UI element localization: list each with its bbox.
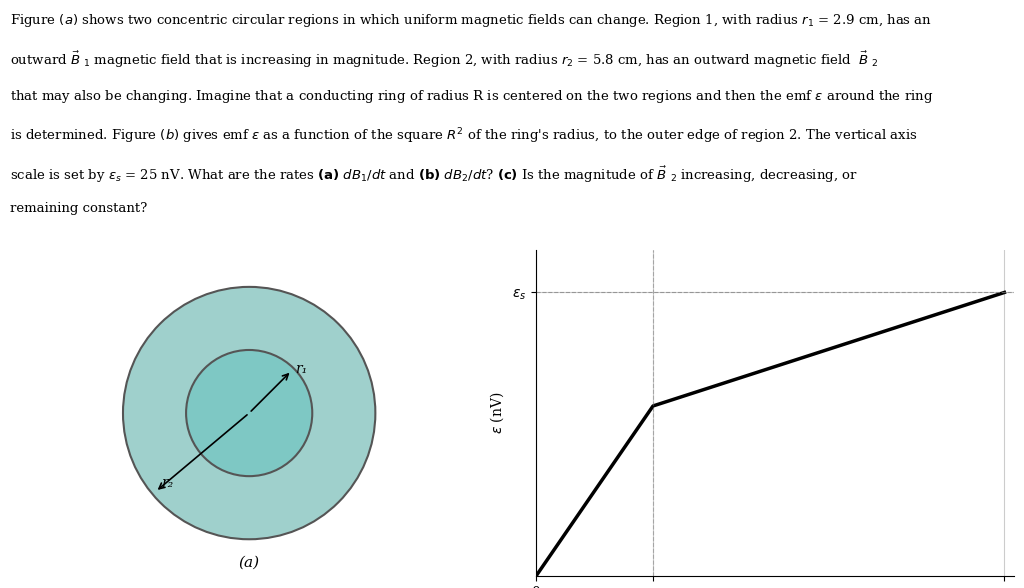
Text: outward $\vec{B}$ $_1$ magnetic field that is increasing in magnitude. Region 2,: outward $\vec{B}$ $_1$ magnetic field th… xyxy=(10,50,879,70)
Text: r₂: r₂ xyxy=(161,476,173,490)
Text: that may also be changing. Imagine that a conducting ring of radius R is centere: that may also be changing. Imagine that … xyxy=(10,88,934,105)
Text: remaining constant?: remaining constant? xyxy=(10,202,147,215)
Text: is determined. Figure $(b)$ gives emf $\varepsilon$ as a function of the square : is determined. Figure $(b)$ gives emf $\… xyxy=(10,126,918,146)
Circle shape xyxy=(123,287,376,539)
Text: Figure $(a)$ shows two concentric circular regions in which uniform magnetic fie: Figure $(a)$ shows two concentric circul… xyxy=(10,12,932,29)
Circle shape xyxy=(186,350,312,476)
Text: scale is set by $\varepsilon_s$ = 25 nV. What are the rates $\mathbf{(a)}$ $dB_1: scale is set by $\varepsilon_s$ = 25 nV.… xyxy=(10,164,858,185)
Text: r₁: r₁ xyxy=(295,362,307,376)
Y-axis label: $\varepsilon$ (nV): $\varepsilon$ (nV) xyxy=(488,392,506,435)
Text: (a): (a) xyxy=(239,556,260,570)
